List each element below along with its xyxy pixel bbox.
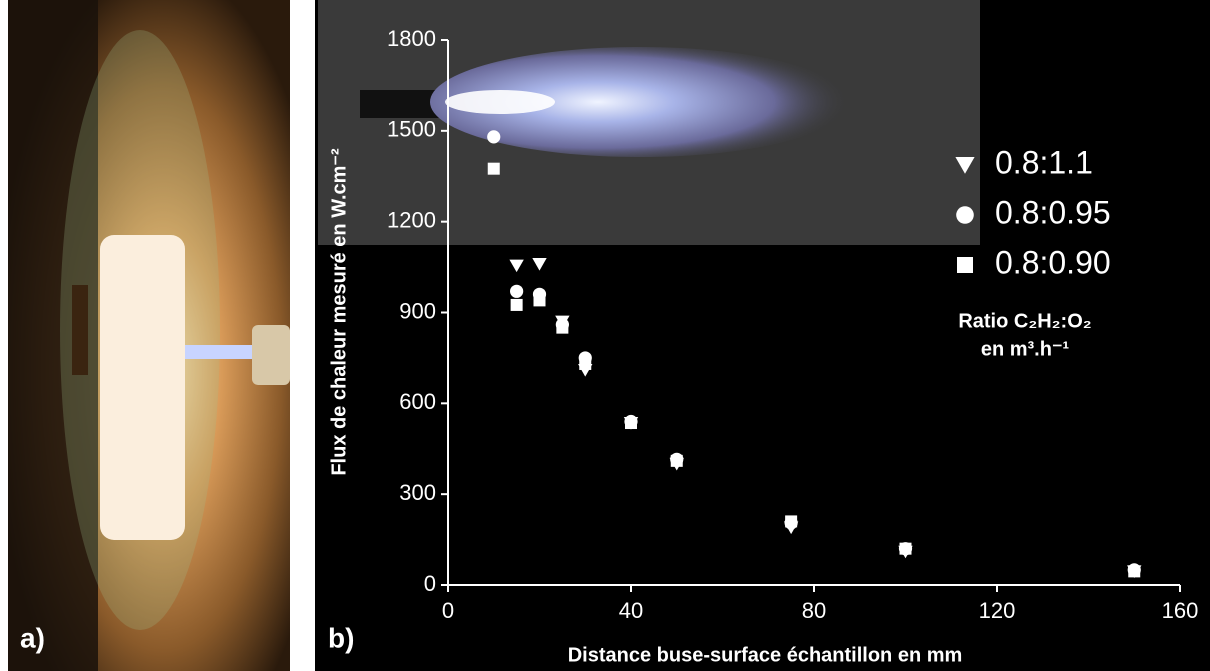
- x-tick-label: 160: [1162, 598, 1199, 623]
- data-point: [899, 542, 912, 555]
- y-tick-label: 1200: [387, 207, 436, 232]
- x-tick-label: 40: [619, 598, 643, 623]
- photo-a: [8, 0, 290, 671]
- photo-flame: [318, 0, 980, 245]
- y-axis-label: Flux de chaleur mesuré en W.cm⁻²: [328, 148, 350, 476]
- legend-marker: [955, 157, 975, 174]
- panel-label: b): [328, 622, 354, 653]
- data-point: [487, 130, 501, 144]
- y-tick-label: 300: [399, 480, 436, 505]
- data-point: [533, 294, 546, 307]
- data-point: [556, 321, 569, 334]
- x-tick-label: 0: [442, 598, 454, 623]
- data-point: [579, 357, 592, 370]
- legend-title: en m³.h⁻¹: [981, 338, 1070, 360]
- data-point: [1128, 565, 1141, 578]
- x-tick-label: 80: [802, 598, 826, 623]
- data-point: [509, 259, 524, 273]
- data-point: [625, 417, 637, 430]
- legend-label: 0.8:0.90: [995, 244, 1111, 280]
- legend-label: 0.8:0.95: [995, 194, 1111, 230]
- panel-label: a): [20, 622, 45, 653]
- y-tick-label: 900: [399, 298, 436, 323]
- data-point: [510, 284, 524, 298]
- data-point: [532, 258, 547, 271]
- y-tick-label: 600: [399, 389, 436, 414]
- data-point: [670, 454, 683, 467]
- data-point: [510, 298, 523, 311]
- legend-marker: [956, 206, 974, 224]
- y-tick-label: 0: [424, 571, 436, 596]
- data-point: [785, 515, 798, 528]
- data-point: [487, 162, 500, 175]
- x-axis-label: Distance buse-surface échantillon en mm: [568, 644, 963, 666]
- legend-label: 0.8:1.1: [995, 144, 1093, 180]
- legend-marker: [957, 257, 973, 273]
- y-tick-label: 1500: [387, 117, 436, 142]
- legend-title: Ratio C₂H₂:O₂: [958, 310, 1091, 332]
- x-tick-label: 120: [979, 598, 1016, 623]
- y-tick-label: 1800: [387, 26, 436, 51]
